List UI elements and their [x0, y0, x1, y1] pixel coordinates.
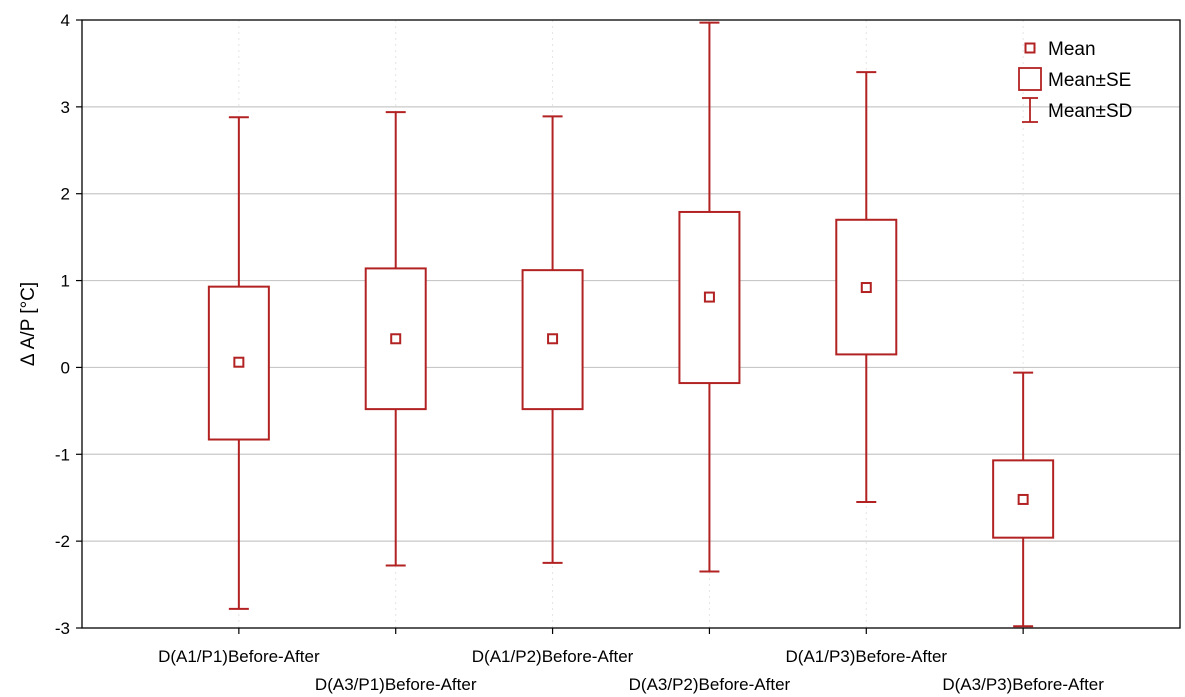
x-category-label: D(A3/P1)Before-After: [315, 675, 477, 694]
x-category-label: D(A1/P2)Before-After: [472, 647, 634, 666]
legend-label: Mean±SE: [1048, 70, 1131, 91]
boxes: [207, 21, 1055, 628]
legend-item: Mean±SE: [1018, 67, 1131, 91]
box-group: [835, 71, 898, 504]
y-tick-label: 4: [61, 11, 70, 30]
legend: Mean Mean±SE Mean±SD: [1018, 39, 1132, 123]
x-category-label: D(A1/P3)Before-After: [786, 647, 948, 666]
plot-frame: [81, 19, 1181, 629]
mean-marker: [860, 282, 872, 294]
x-category-label: D(A1/P1)Before-After: [158, 647, 320, 666]
mean-marker: [1017, 493, 1029, 505]
legend-se-symbol: [1018, 67, 1042, 91]
y-tick-label: 1: [61, 272, 70, 291]
y-axis-ticks: -3 -2 -1 0 1 2 3 4: [55, 11, 82, 638]
legend-item: Mean±SD: [1022, 97, 1132, 123]
box-group: [521, 115, 584, 564]
mean-marker: [547, 333, 559, 345]
box-group: [678, 21, 741, 573]
y-tick-label: 3: [61, 98, 70, 117]
box-group: [364, 111, 427, 567]
box-group: [207, 116, 270, 610]
y-axis-title: Δ A/P [°C]: [18, 282, 39, 366]
mean-marker: [233, 356, 245, 368]
x-category-label: D(A3/P3)Before-After: [942, 675, 1104, 694]
legend-item: Mean: [1024, 39, 1096, 60]
mean-marker: [390, 333, 402, 345]
legend-mean-symbol: [1024, 42, 1036, 54]
x-axis-categories: D(A1/P1)Before-After D(A3/P1)Before-After…: [158, 628, 1104, 694]
mean-marker: [703, 291, 715, 303]
y-tick-label: -3: [55, 619, 70, 638]
y-tick-label: 2: [61, 185, 70, 204]
y-tick-label: -1: [55, 445, 70, 464]
box-group: [992, 371, 1055, 628]
y-tick-label: -2: [55, 532, 70, 551]
legend-label: Mean: [1048, 39, 1096, 60]
legend-label: Mean±SD: [1048, 101, 1132, 122]
x-category-label: D(A3/P2)Before-After: [629, 675, 791, 694]
plot-border: [81, 19, 1181, 629]
y-tick-label: 0: [61, 358, 70, 377]
